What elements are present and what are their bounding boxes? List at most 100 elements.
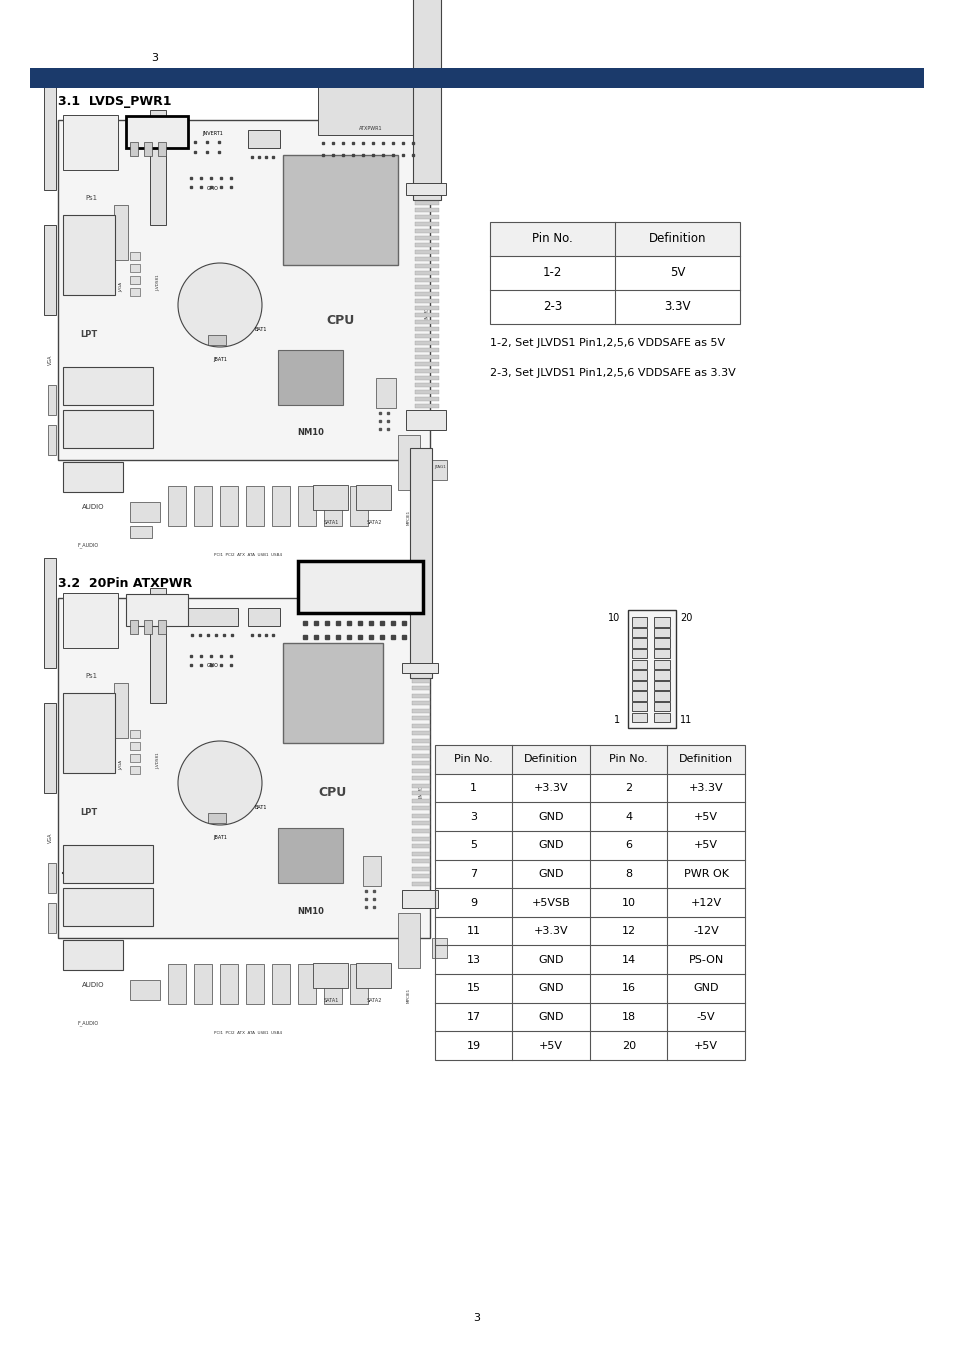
Bar: [432, 938, 447, 958]
Bar: [412, 784, 430, 788]
Bar: [48, 385, 56, 414]
Bar: [355, 485, 391, 510]
Text: 13: 13: [466, 954, 480, 965]
Text: 16: 16: [621, 983, 635, 994]
Bar: [406, 184, 446, 194]
Bar: [113, 683, 128, 738]
Text: CFAN1: CFAN1: [254, 131, 271, 135]
Text: +3.3V: +3.3V: [534, 783, 568, 792]
Bar: [412, 882, 430, 886]
Bar: [415, 271, 438, 275]
Bar: [130, 142, 138, 157]
Bar: [412, 761, 430, 765]
Bar: [63, 888, 152, 926]
Text: JLVDS81: JLVDS81: [156, 274, 160, 292]
Bar: [412, 687, 430, 690]
Text: LPT: LPT: [80, 809, 97, 818]
Bar: [415, 201, 438, 205]
Bar: [412, 738, 430, 742]
Bar: [415, 208, 438, 212]
Bar: [415, 327, 438, 331]
Bar: [654, 713, 669, 722]
Bar: [415, 320, 438, 324]
Bar: [415, 256, 438, 261]
Text: JVGA: JVGA: [119, 282, 123, 292]
Text: 3: 3: [470, 811, 476, 822]
Bar: [401, 663, 437, 674]
Bar: [297, 562, 422, 613]
Bar: [283, 155, 397, 265]
Bar: [324, 486, 341, 526]
Text: Pin No.: Pin No.: [609, 755, 647, 764]
Bar: [144, 142, 152, 157]
Text: GPIO: GPIO: [207, 663, 218, 668]
Bar: [317, 86, 422, 135]
Text: GND: GND: [537, 1012, 563, 1022]
Text: 3: 3: [152, 53, 158, 63]
Text: LVDS PWR1: LVDS PWR1: [143, 609, 171, 613]
Bar: [193, 964, 212, 1004]
Bar: [415, 285, 438, 289]
Bar: [44, 703, 56, 792]
Text: F_AUDIO: F_AUDIO: [77, 1021, 98, 1026]
Text: 12: 12: [621, 926, 635, 936]
Text: HDMI: HDMI: [48, 239, 52, 251]
Bar: [297, 486, 315, 526]
Text: 8: 8: [624, 869, 632, 879]
Text: Definition: Definition: [523, 755, 578, 764]
Text: GND: GND: [537, 954, 563, 965]
Text: 2-3, Set JLVDS1 Pin1,2,5,6 VDDSAFE as 3.3V: 2-3, Set JLVDS1 Pin1,2,5,6 VDDSAFE as 3.…: [490, 369, 735, 378]
Bar: [412, 822, 430, 825]
Bar: [272, 964, 290, 1004]
Text: DIMM1: DIMM1: [418, 784, 423, 802]
Bar: [208, 335, 226, 346]
Text: JVGA: JVGA: [119, 760, 123, 770]
Text: SATA1: SATA1: [323, 521, 338, 525]
Bar: [158, 620, 166, 634]
Bar: [130, 252, 140, 261]
Bar: [412, 806, 430, 810]
Bar: [654, 670, 669, 679]
Text: 20: 20: [679, 613, 692, 622]
Text: Pin No.: Pin No.: [454, 755, 493, 764]
Bar: [48, 903, 56, 933]
Bar: [246, 486, 264, 526]
Text: GND: GND: [537, 869, 563, 879]
Bar: [113, 205, 128, 261]
Bar: [412, 791, 430, 795]
Bar: [363, 856, 380, 886]
Text: LPT: LPT: [80, 331, 97, 339]
Text: DIMM1: DIMM1: [424, 306, 429, 324]
Bar: [397, 913, 419, 968]
Text: 3.3V: 3.3V: [663, 301, 690, 313]
Text: +3.3V: +3.3V: [688, 783, 722, 792]
Text: JBAT1: JBAT1: [213, 836, 227, 841]
Text: 7: 7: [470, 869, 476, 879]
Text: 17: 17: [466, 1012, 480, 1022]
Bar: [350, 964, 368, 1004]
Text: GND: GND: [537, 983, 563, 994]
Bar: [248, 608, 280, 626]
Text: 5V: 5V: [669, 266, 684, 279]
Bar: [150, 589, 166, 703]
Bar: [415, 369, 438, 373]
Bar: [654, 639, 669, 648]
Bar: [654, 680, 669, 690]
Bar: [415, 250, 438, 254]
Bar: [415, 362, 438, 366]
Bar: [654, 660, 669, 670]
Bar: [631, 617, 646, 626]
Bar: [397, 435, 419, 490]
Bar: [631, 628, 646, 637]
Bar: [415, 390, 438, 394]
Text: -12V: -12V: [693, 926, 719, 936]
Text: +5VSB: +5VSB: [532, 898, 570, 907]
Text: JBAT1: JBAT1: [213, 358, 227, 363]
Bar: [48, 425, 56, 455]
Bar: [631, 649, 646, 659]
Bar: [412, 717, 430, 721]
Text: ATXPWR1: ATXPWR1: [349, 605, 373, 609]
Bar: [277, 350, 343, 405]
Text: 3: 3: [473, 1314, 480, 1323]
Text: AUDIO: AUDIO: [82, 981, 104, 988]
